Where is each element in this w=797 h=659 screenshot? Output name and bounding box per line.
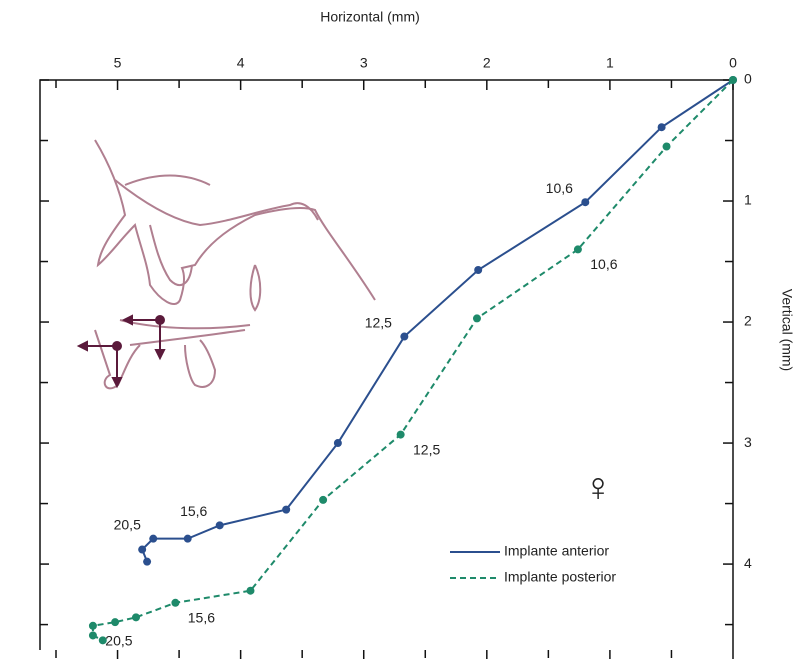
chart: Horizontal (mm) Vertical (mm) ♀ 0 1 2 3 4 5 0 1… (0, 0, 797, 659)
data-point (658, 123, 666, 131)
x-tick-label: 5 (114, 55, 122, 71)
data-point (397, 431, 405, 439)
legend-label: Implante posterior (504, 569, 616, 585)
x-tick-label: 0 (729, 55, 737, 71)
point-label: 10,6 (546, 180, 573, 196)
data-point (574, 245, 582, 253)
data-point (319, 496, 327, 504)
skull-sketch (95, 140, 375, 388)
data-point (89, 631, 97, 639)
data-point (171, 599, 179, 607)
data-point (663, 143, 671, 151)
legend-label: Implante anterior (504, 543, 609, 559)
data-point (282, 506, 290, 514)
y-tick-label: 1 (744, 192, 752, 208)
data-point (246, 587, 254, 595)
data-point (138, 546, 146, 554)
data-point (581, 198, 589, 206)
data-point (143, 558, 151, 566)
series-line (142, 80, 733, 562)
point-label: 20,5 (105, 632, 132, 648)
data-point (89, 622, 97, 630)
y-axis-title: Vertical (mm) (779, 289, 795, 371)
data-point (474, 266, 482, 274)
point-label: 20,5 (114, 516, 141, 532)
data-point (99, 636, 107, 644)
y-tick-label: 0 (744, 71, 752, 87)
data-point (400, 333, 408, 341)
point-label: 15,6 (188, 610, 215, 626)
data-point (334, 439, 342, 447)
female-symbol: ♀ (583, 466, 613, 510)
data-point (149, 535, 157, 543)
x-tick-label: 2 (483, 55, 491, 71)
data-point (132, 613, 140, 621)
data-point (216, 521, 224, 529)
data-point (111, 618, 119, 626)
point-label: 12,5 (365, 314, 392, 330)
x-tick-label: 4 (237, 55, 245, 71)
data-point (473, 314, 481, 322)
data-point (184, 535, 192, 543)
series-line (93, 80, 733, 640)
x-tick-label: 3 (360, 55, 368, 71)
data-point (729, 76, 737, 84)
y-tick-label: 3 (744, 434, 752, 450)
point-label: 12,5 (413, 441, 440, 457)
x-tick-label: 1 (606, 55, 614, 71)
y-tick-label: 4 (744, 555, 752, 571)
x-axis-title: Horizontal (mm) (320, 9, 420, 25)
y-tick-label: 2 (744, 313, 752, 329)
point-label: 15,6 (180, 503, 207, 519)
point-label: 10,6 (590, 256, 617, 272)
